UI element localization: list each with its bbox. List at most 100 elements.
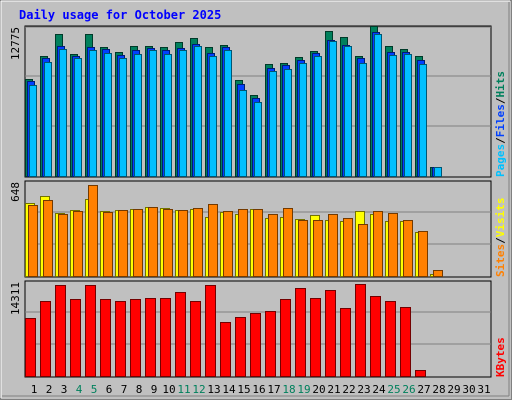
x-tick-label-day-24: 24 — [372, 383, 386, 396]
bar-kbytes-day-24 — [370, 296, 381, 377]
bar-kbytes-day-1 — [25, 318, 36, 377]
bar-sites-day-20 — [313, 220, 323, 277]
chart-title: Daily usage for October 2025 — [19, 8, 221, 22]
bar-pages-day-1 — [29, 85, 37, 177]
bar-pages-day-22 — [344, 46, 352, 177]
bar-pages-day-3 — [59, 49, 67, 177]
x-tick-label-day-22: 22 — [342, 383, 355, 396]
x-tick-label-day-6: 6 — [106, 383, 113, 396]
bar-sites-day-18 — [283, 208, 293, 277]
bar-sites-day-9 — [148, 207, 158, 277]
x-tick-label-day-30: 30 — [462, 383, 475, 396]
bar-kbytes-day-17 — [265, 311, 276, 377]
bar-sites-day-3 — [58, 214, 68, 277]
bar-kbytes-day-8 — [130, 299, 141, 377]
bar-pages-day-12 — [194, 46, 202, 177]
bar-pages-day-15 — [239, 90, 247, 177]
legend-separator: / — [494, 97, 507, 104]
bar-kbytes-day-7 — [115, 301, 126, 377]
x-tick-label-day-28: 28 — [432, 383, 445, 396]
bar-pages-day-4 — [74, 58, 82, 177]
bar-sites-day-19 — [298, 220, 308, 277]
bar-sites-day-15 — [238, 209, 248, 277]
x-tick-label-day-27: 27 — [417, 383, 430, 396]
x-tick-label-day-19: 19 — [297, 383, 310, 396]
x-tick-label-day-7: 7 — [121, 383, 128, 396]
bar-pages-day-25 — [389, 55, 397, 177]
legend-entry-visits: Visits — [494, 198, 507, 238]
legend-separator: / — [494, 137, 507, 144]
x-tick-label-day-12: 12 — [192, 383, 205, 396]
legend-hits-files-pages: Pages/Files/Hits — [494, 71, 507, 177]
bar-pages-day-9 — [149, 50, 157, 177]
legend-entry-kbytes: KBytes — [494, 337, 507, 377]
bar-kbytes-day-21 — [325, 290, 336, 377]
x-tick-label-day-10: 10 — [162, 383, 175, 396]
bar-kbytes-day-10 — [160, 298, 171, 377]
bar-sites-day-14 — [223, 211, 233, 277]
bar-sites-day-25 — [388, 213, 398, 277]
bar-kbytes-day-23 — [355, 284, 366, 377]
x-tick-label-day-17: 17 — [267, 383, 280, 396]
bar-sites-day-24 — [373, 211, 383, 277]
bar-pages-day-8 — [134, 54, 142, 177]
bar-sites-day-26 — [403, 220, 413, 277]
bar-sites-day-8 — [133, 209, 143, 277]
bar-sites-day-10 — [163, 209, 173, 277]
x-tick-label-day-9: 9 — [151, 383, 158, 396]
bar-sites-day-7 — [118, 210, 128, 277]
bar-kbytes-day-9 — [145, 298, 156, 377]
bar-sites-day-23 — [358, 224, 368, 277]
bar-kbytes-day-14 — [220, 322, 231, 377]
y-axis-max-label: 14311 — [9, 282, 22, 315]
bar-pages-day-20 — [314, 56, 322, 177]
bar-kbytes-day-12 — [190, 301, 201, 377]
legend-separator: / — [494, 237, 507, 244]
x-tick-label-day-18: 18 — [282, 383, 295, 396]
x-tick-label-day-3: 3 — [61, 383, 68, 396]
bar-sites-day-27 — [418, 231, 428, 277]
bar-sites-day-13 — [208, 204, 218, 277]
legend-entry-sites: Sites — [494, 244, 507, 277]
bar-pages-day-17 — [269, 71, 277, 177]
bar-kbytes-day-5 — [85, 285, 96, 377]
bar-pages-day-11 — [179, 50, 187, 177]
bar-kbytes-day-25 — [385, 301, 396, 377]
x-tick-label-day-5: 5 — [91, 383, 98, 396]
bar-kbytes-day-19 — [295, 288, 306, 377]
x-tick-label-day-11: 11 — [177, 383, 190, 396]
x-tick-label-day-26: 26 — [402, 383, 415, 396]
bar-kbytes-day-3 — [55, 285, 66, 377]
legend-visits-sites: Sites/Visits — [494, 198, 507, 278]
y-axis-max-label: 648 — [9, 182, 22, 202]
bar-pages-day-10 — [164, 54, 172, 177]
x-tick-label-day-29: 29 — [447, 383, 460, 396]
bar-kbytes-day-6 — [100, 299, 111, 377]
x-tick-label-day-2: 2 — [46, 383, 53, 396]
legend-kbytes: KBytes — [494, 337, 507, 377]
x-tick-label-day-8: 8 — [136, 383, 143, 396]
bar-sites-day-12 — [193, 208, 203, 277]
legend-entry-files: Files — [494, 104, 507, 137]
bar-sites-day-2 — [43, 200, 53, 277]
bar-sites-day-4 — [73, 211, 83, 277]
bar-kbytes-day-2 — [40, 301, 51, 377]
x-tick-label-day-4: 4 — [76, 383, 83, 396]
x-tick-label-day-16: 16 — [252, 383, 265, 396]
bar-pages-day-21 — [329, 41, 337, 177]
x-tick-label-day-13: 13 — [207, 383, 220, 396]
bar-pages-day-6 — [104, 53, 112, 177]
bar-pages-day-13 — [209, 56, 217, 177]
legend-entry-hits: Hits — [494, 71, 507, 98]
bar-pages-day-24 — [374, 34, 382, 177]
x-tick-label-day-14: 14 — [222, 383, 236, 396]
chart-panel-kbytes: 14311 KBytes — [9, 280, 507, 378]
bar-kbytes-day-20 — [310, 298, 321, 377]
bar-sites-day-1 — [28, 205, 38, 277]
x-tick-label-day-25: 25 — [387, 383, 400, 396]
x-tick-label-day-15: 15 — [237, 383, 250, 396]
bar-sites-day-5 — [88, 185, 98, 277]
bar-pages-day-16 — [254, 102, 262, 177]
